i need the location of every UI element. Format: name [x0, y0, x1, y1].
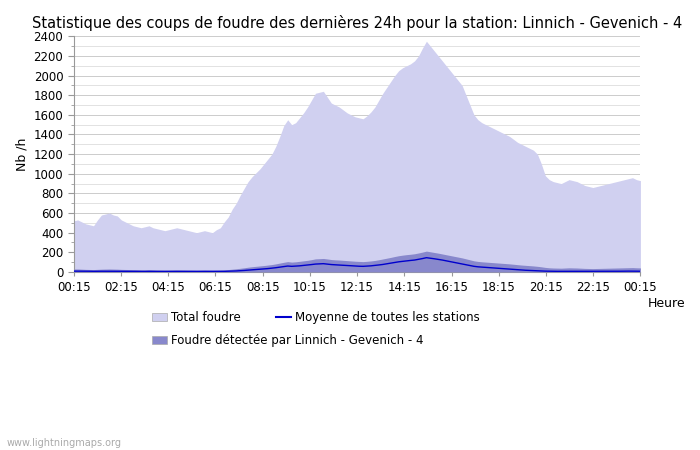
Legend: Foudre détectée par Linnich - Gevenich - 4: Foudre détectée par Linnich - Gevenich -… [148, 330, 428, 352]
Title: Statistique des coups de foudre des dernières 24h pour la station: Linnich - Gev: Statistique des coups de foudre des dern… [32, 15, 682, 31]
Y-axis label: Nb /h: Nb /h [15, 137, 28, 171]
Text: www.lightningmaps.org: www.lightningmaps.org [7, 438, 122, 448]
Text: Heure: Heure [648, 297, 685, 310]
